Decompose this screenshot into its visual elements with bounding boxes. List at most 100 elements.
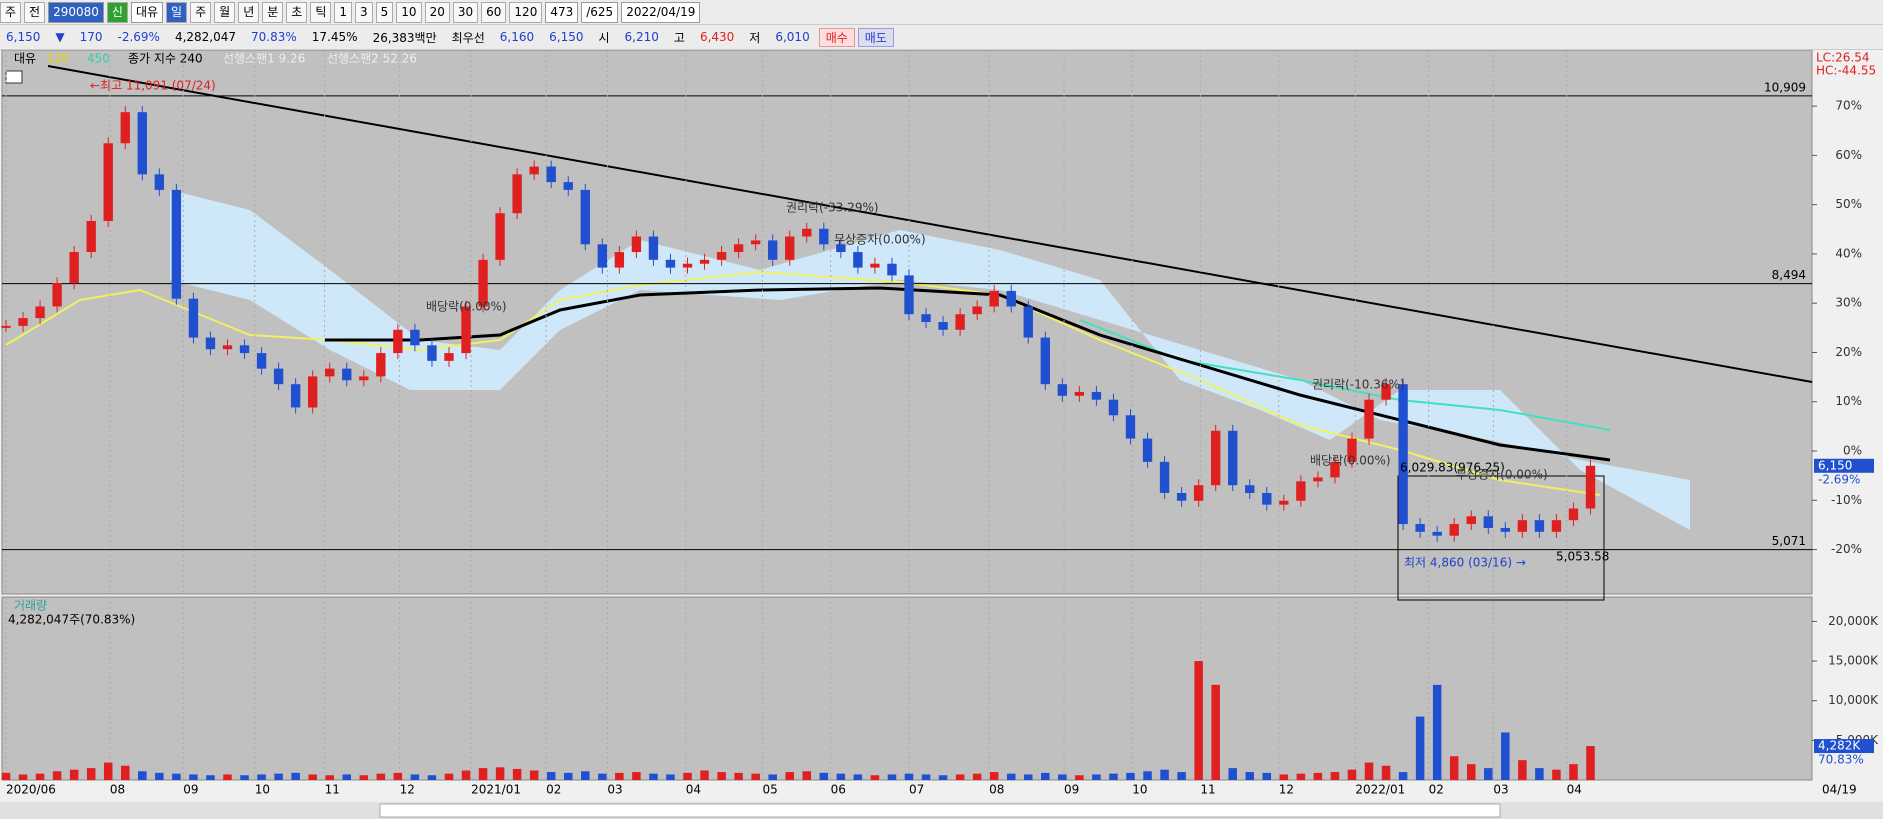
candle (938, 322, 948, 330)
y-tick-label: -20% (1831, 542, 1862, 556)
x-tick-label: 12 (1279, 783, 1294, 797)
candle (1176, 492, 1187, 501)
volume-bar (138, 771, 147, 780)
candle (853, 252, 863, 268)
current-price-box (1814, 458, 1874, 473)
toolbar-value: 17.45% (311, 30, 358, 44)
annotation: 권리락(-33.29%) (786, 201, 879, 215)
volume-bar (1501, 732, 1510, 780)
candle (1125, 415, 1136, 439)
current-volume-box (1814, 739, 1874, 754)
toolbar-item[interactable]: 년 (238, 1, 260, 23)
volume-bar (1432, 684, 1442, 780)
toolbar-value[interactable]: 매도 (857, 27, 894, 47)
scroll-thumb[interactable] (379, 803, 1501, 818)
volume-bar (342, 774, 352, 780)
toolbar-item[interactable]: 3 (355, 1, 373, 23)
toolbar-item[interactable]: 2022/04/19 (621, 1, 701, 23)
candle (1, 325, 11, 328)
toolbar-value: 6,160 (499, 30, 535, 44)
volume-bar (376, 773, 386, 780)
volume-bar (632, 772, 641, 780)
candle (69, 252, 79, 284)
toolbar-item[interactable]: 틱 (310, 1, 332, 23)
volume-bar (546, 772, 556, 780)
annotation: ←최고 11,091 (07/24) (90, 79, 216, 93)
toolbar-value: 고 (673, 30, 685, 45)
legend-entry: 선행스팬1 9.26 (223, 51, 305, 66)
toolbar-item[interactable]: 주 (0, 1, 22, 23)
toolbar-item[interactable]: 290080 (48, 1, 104, 23)
level-label: 8,494 (1772, 268, 1806, 282)
annotation: 권리락(-10.36%) (1312, 378, 1405, 392)
toolbar-item[interactable]: 20 (424, 1, 450, 23)
volume-bar (1381, 765, 1391, 780)
candle (1262, 492, 1272, 505)
toolbar-item[interactable]: 신 (106, 1, 128, 23)
volume-bar (172, 773, 181, 780)
candle (904, 275, 914, 315)
toolbar-item[interactable]: 주 (190, 1, 212, 23)
v-tick-label: 10,000K (1828, 693, 1879, 707)
toolbar-value: 4,282,047 (174, 30, 237, 44)
volume-bar (1177, 772, 1186, 780)
toolbar-item[interactable]: 일 (166, 1, 188, 23)
candle (376, 353, 386, 377)
volume-bar (563, 772, 573, 780)
level-label: 10,909 (1764, 80, 1806, 94)
volume-bar (18, 774, 28, 780)
toolbar-item[interactable]: 30 (452, 1, 479, 23)
toolbar-value: 6,210 (624, 30, 659, 44)
toolbar-item[interactable]: 5 (375, 1, 394, 23)
toolbar-item[interactable]: 473 (545, 1, 579, 23)
volume-bar (1024, 774, 1033, 780)
volume-bar (495, 767, 505, 780)
last-date: 04/19 (1822, 783, 1857, 797)
x-tick-label: 11 (325, 783, 340, 797)
toolbar-item[interactable]: 120 (509, 1, 543, 23)
current-price: 6,150 (1818, 458, 1852, 472)
corner-label: LC:26.54 (1816, 51, 1869, 65)
toolbar-item[interactable]: 전 (24, 1, 46, 23)
toolbar-item[interactable]: 월 (214, 1, 236, 23)
toolbar-item[interactable]: 60 (481, 1, 507, 23)
toolbar-item[interactable]: 분 (262, 1, 284, 23)
candle (171, 189, 182, 299)
volume-bar (1194, 661, 1203, 780)
candle (870, 263, 880, 268)
toolbar-row1: 주 전 290080 신 대유 일 주 월 년 분 초 틱 1 3 5 10 20 30 60 120 473/625 2… (0, 0, 1883, 25)
candle (1534, 520, 1545, 532)
y-tick-label: 0% (1843, 444, 1862, 458)
candle (614, 252, 625, 268)
legend-entry: 선행스팬2 52.26 (327, 51, 417, 66)
toolbar-item[interactable]: /625 (581, 1, 619, 23)
volume-bar (734, 772, 743, 780)
volume-bar (35, 773, 45, 780)
volume-bar (512, 768, 522, 780)
volume-bar (393, 772, 403, 780)
toolbar-item[interactable]: 대유 (130, 1, 164, 23)
volume-bar (1449, 756, 1459, 780)
candle (802, 228, 812, 237)
candle (307, 376, 318, 408)
x-tick-label: 02 (546, 783, 561, 797)
volume-bar (1092, 774, 1101, 780)
candle (359, 376, 369, 381)
candle (1074, 391, 1085, 396)
x-tick-label: 2020/06 (6, 783, 56, 797)
toolbar-value: 6,150 (6, 30, 41, 44)
candle (1568, 508, 1579, 521)
x-tick-label: 10 (255, 783, 270, 797)
toolbar-item[interactable]: 10 (396, 1, 422, 23)
v-tick-label: 15,000K (1828, 654, 1879, 668)
toolbar-item[interactable]: 1 (334, 1, 353, 23)
volume-bar (904, 773, 914, 780)
candle (188, 298, 199, 338)
toolbar-item[interactable]: 초 (286, 1, 308, 23)
volume-bar (615, 772, 624, 780)
candle (427, 345, 437, 361)
toolbar-value[interactable]: 매수 (818, 27, 855, 47)
legend-entry: 대유 (14, 52, 36, 66)
candle (785, 236, 795, 260)
candle (325, 368, 335, 377)
